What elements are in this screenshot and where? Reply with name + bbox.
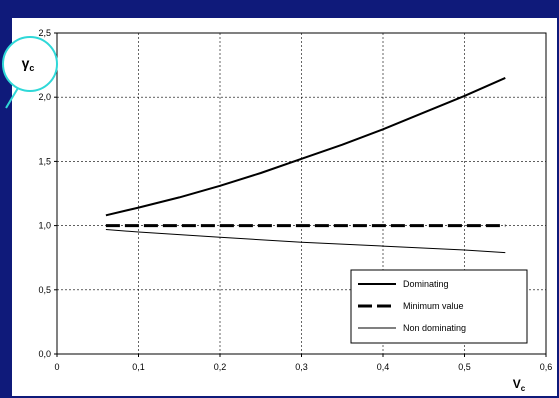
ylabel-pointer xyxy=(5,87,19,109)
x-tick-label: 0,3 xyxy=(295,362,308,372)
series-lines xyxy=(105,76,506,254)
axis-ticks: 0 0,1 0,2 0,3 0,4 0,5 0,6 0,0 0,5 1,0 1,5 2,0 2,5 xyxy=(38,28,552,372)
y-tick-label: 2,5 xyxy=(38,28,51,38)
series-line-1 xyxy=(105,76,506,217)
y-tick-label: 1,5 xyxy=(38,156,51,166)
x-tick-label: 0 xyxy=(54,362,59,372)
y-tick-label: 0,0 xyxy=(38,349,51,359)
y-axis-label: γc xyxy=(22,55,35,73)
x-tick-label: 0,5 xyxy=(458,362,471,372)
x-tick-label: 0,2 xyxy=(214,362,227,372)
x-tick-label: 0,6 xyxy=(540,362,553,372)
ylabel-circle xyxy=(2,36,58,92)
x-tick-label: 0,4 xyxy=(377,362,390,372)
legend: Dominating Minimum value Non dominating xyxy=(350,269,528,344)
legend-label-3: Non dominating xyxy=(403,323,466,333)
legend-label-2: Minimum value xyxy=(403,301,464,311)
y-tick-label: 1,0 xyxy=(38,221,51,231)
x-tick-label: 0,1 xyxy=(132,362,145,372)
x-axis-label: Vc xyxy=(513,377,526,393)
legend-label-1: Dominating xyxy=(403,279,449,289)
grid-lines xyxy=(57,33,546,354)
y-tick-label: 0,5 xyxy=(38,285,51,295)
y-axis-label-badge: γc xyxy=(2,36,58,109)
series-line-3 xyxy=(105,229,506,254)
y-tick-label: 2,0 xyxy=(38,92,51,102)
